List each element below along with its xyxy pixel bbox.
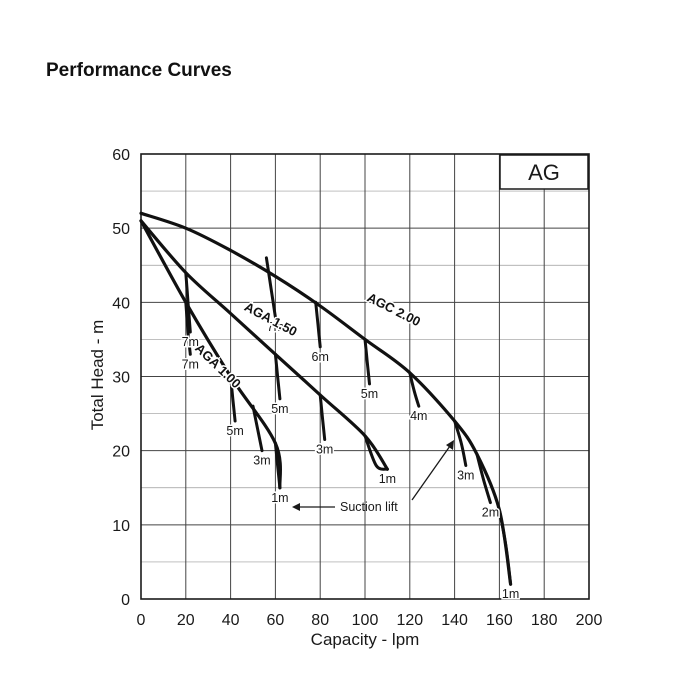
suction-lift-label-3m: 3m [457,469,474,483]
y-tick-label: 50 [112,221,130,238]
suction-curve-agc-2-00-1m [497,508,513,586]
suction-lift-label-5m: 5m [361,387,378,401]
suction-curve-aga-1-00-7m [184,300,192,356]
chart-title: AG [528,160,560,185]
suction-curve-aga-1-50-7m [184,271,192,334]
suction-lift-label-7m: 7m [182,335,199,349]
suction-lift-label-5m: 5m [271,402,288,416]
suction-lift-label-5m: 5m [226,424,243,438]
suction-curve-agc-2-00-7m [264,256,277,319]
series-name-agc-2-00: AGC 2.00 [365,290,423,330]
x-tick-label: 120 [396,612,423,629]
suction-curve-aga-1-00-3m [251,404,264,453]
x-axis-title: Capacity - lpm [311,630,420,649]
suction-lift-label-1m: 1m [502,587,519,601]
suction-lift-label-6m: 6m [312,350,329,364]
chart-title-box [499,154,589,190]
x-tick-label: 0 [137,612,146,629]
plot-frame [140,153,590,600]
suction-curve-aga-1-50-1m [363,434,389,471]
y-tick-label: 40 [112,295,130,312]
x-tick-label: 60 [267,612,285,629]
grid [140,153,590,600]
suction-curve-aga-1-00-1m [273,441,282,490]
y-tick-label: 30 [112,370,130,387]
suction-curve-aga-1-50-3m [318,393,327,441]
x-tick-label: 100 [352,612,379,629]
x-tick-label: 160 [486,612,513,629]
y-tick-label: 20 [112,444,130,461]
suction-lift-label-7m: 7m [182,357,199,371]
curves [139,211,513,586]
suction-curve-agc-2-00-2m [475,452,492,505]
suction-lift-label-1m: 1m [379,472,396,486]
x-tick-label: 80 [311,612,329,629]
series-line-aga-1-50 [139,219,389,471]
suction-lift-arrow-left-head [292,503,300,511]
suction-lift-label-3m: 3m [316,443,333,457]
x-tick-label: 140 [441,612,468,629]
suction-curve-agc-2-00-6m [314,300,322,349]
suction-lift-arrow-up-head [446,440,454,450]
y-tick-label: 60 [112,147,130,164]
suction-curve-aga-1-50-5m [273,352,282,401]
suction-curve-agc-2-00-5m [363,337,371,386]
y-axis-title: Total Head - m [88,320,107,431]
x-tick-label: 20 [177,612,195,629]
suction-lift-label-4m: 4m [410,409,427,423]
suction-lift-label-3m: 3m [253,454,270,468]
y-tick-label: 10 [112,518,130,535]
y-tick-label: 0 [121,592,130,609]
suction-lift-arrow-up [411,445,451,501]
series-name-aga-1-00: AGA 1.00 [192,341,244,392]
x-tick-label: 180 [531,612,558,629]
suction-lift-callout-label: Suction lift [340,500,398,514]
suction-lift-label-7m: 7m [267,320,284,334]
suction-lift-label-2m: 2m [482,506,499,520]
x-tick-label: 40 [222,612,240,629]
suction-lift-label-1m: 1m [271,491,288,505]
suction-curve-aga-1-00-5m [229,375,237,423]
page-title: Performance Curves [46,60,232,81]
suction-curve-agc-2-00-4m [408,371,421,408]
suction-curve-agc-2-00-3m [453,419,468,467]
x-tick-label: 200 [576,612,603,629]
